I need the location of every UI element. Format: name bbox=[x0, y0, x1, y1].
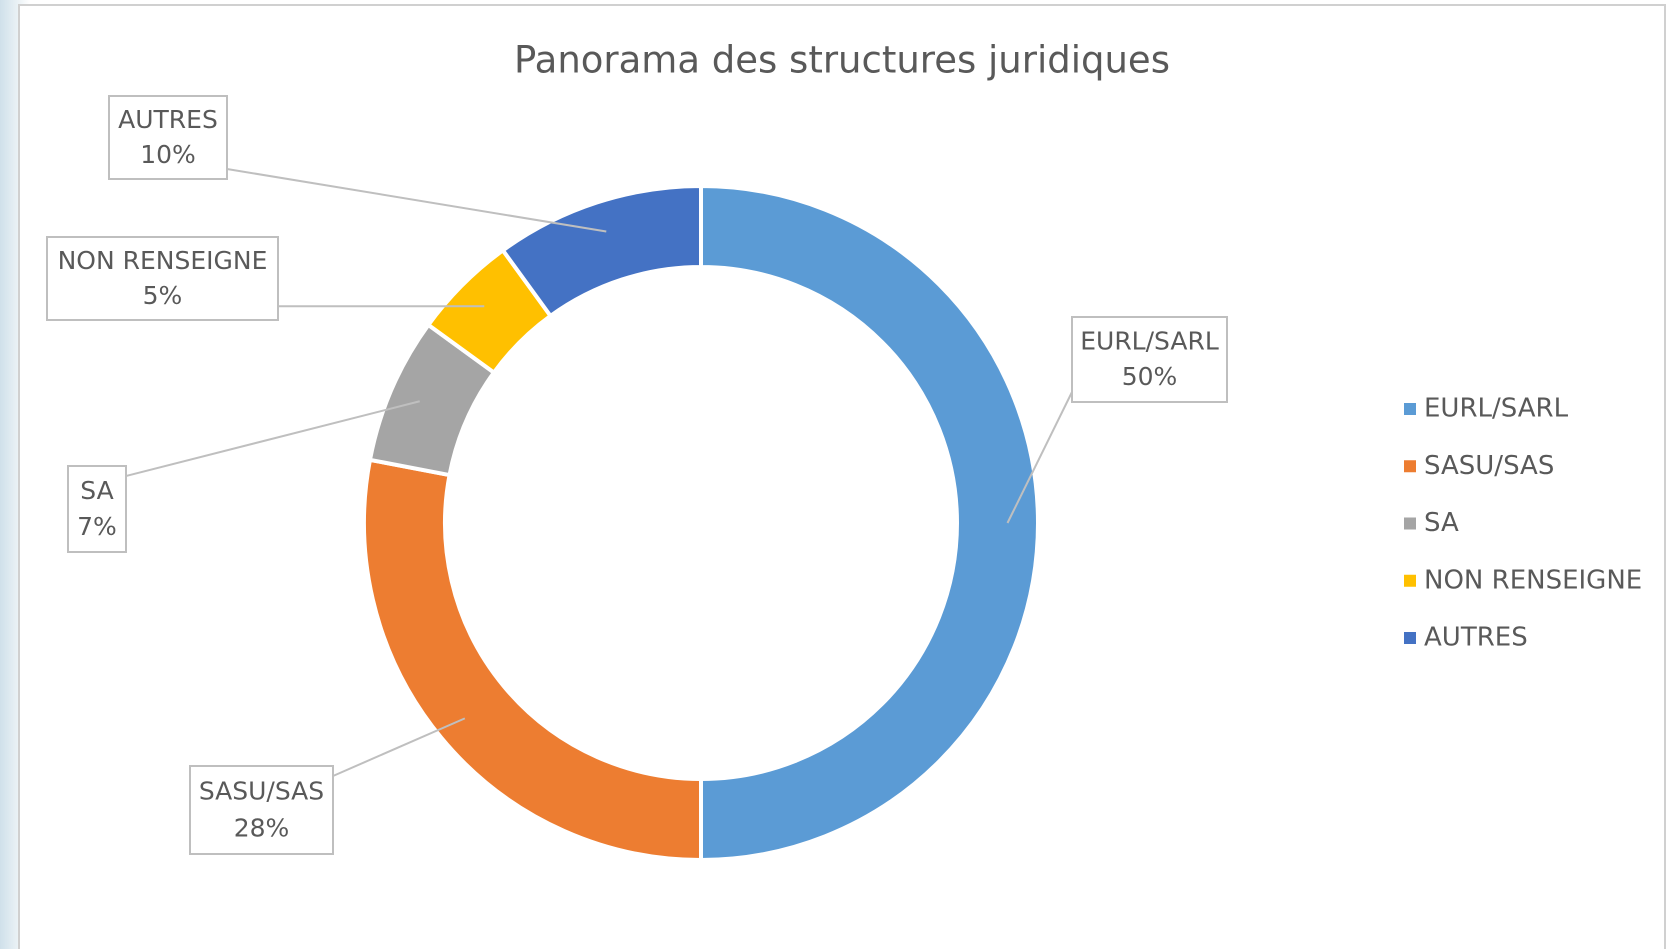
legend-marker bbox=[1404, 403, 1416, 415]
donut-slice bbox=[500, 183, 703, 319]
legend-marker bbox=[1404, 632, 1416, 644]
donut-slice bbox=[362, 457, 703, 863]
legend-label: SASU/SAS bbox=[1424, 451, 1554, 481]
data-label-box bbox=[67, 465, 127, 553]
data-label-name: SA bbox=[80, 476, 113, 505]
leader-line bbox=[125, 400, 420, 477]
legend-label: NON RENSEIGNE bbox=[1424, 565, 1642, 595]
data-label-name: EURL/SARL bbox=[1080, 327, 1219, 356]
data-label-box bbox=[108, 95, 228, 180]
leader-line bbox=[1006, 391, 1073, 524]
data-label-value: 28% bbox=[234, 813, 290, 842]
data-label-value: 50% bbox=[1122, 362, 1178, 391]
data-label-name: NON RENSEIGNE bbox=[58, 246, 268, 275]
leader-line bbox=[226, 168, 607, 233]
legend-label: EURL/SARL bbox=[1424, 394, 1569, 424]
data-label-box bbox=[46, 236, 279, 321]
legend-label: AUTRES bbox=[1424, 623, 1528, 653]
leader-line bbox=[332, 717, 466, 777]
legend-marker bbox=[1404, 574, 1416, 587]
legend-marker bbox=[1404, 517, 1416, 530]
donut-slice bbox=[699, 183, 1040, 863]
legend-label: SA bbox=[1424, 508, 1459, 538]
data-label-box bbox=[1071, 316, 1228, 403]
data-label-value: 10% bbox=[140, 140, 196, 169]
data-label-name: SASU/SAS bbox=[199, 776, 324, 805]
chart-title: Panorama des structures juridiques bbox=[514, 39, 1170, 82]
legend-marker bbox=[1404, 460, 1416, 473]
data-label-value: 5% bbox=[143, 281, 183, 310]
data-label-box bbox=[189, 765, 334, 855]
data-label-value: 7% bbox=[77, 512, 117, 541]
data-label-name: AUTRES bbox=[118, 105, 218, 134]
